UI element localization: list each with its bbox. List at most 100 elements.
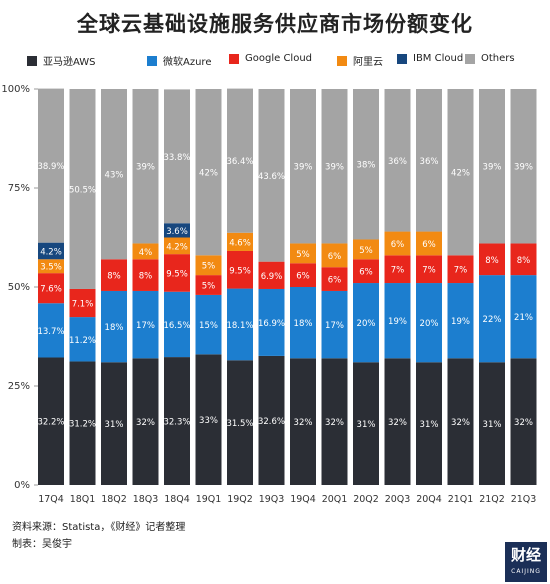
x-tick-label: 19Q2 <box>227 494 253 505</box>
bar-segment <box>321 267 348 291</box>
data-label: 43.6% <box>258 172 285 182</box>
legend-swatch <box>397 53 407 64</box>
bar-segment <box>321 358 348 485</box>
y-tick-label: 25% <box>8 381 30 392</box>
bar-segment <box>132 243 159 260</box>
bar-segment <box>416 255 442 284</box>
data-label: 8% <box>517 256 531 266</box>
bar-segment <box>195 275 222 295</box>
bar-segment <box>258 89 285 262</box>
data-label: 9.5% <box>229 266 251 276</box>
bar-segment <box>384 283 411 359</box>
x-tick-label: 19Q3 <box>259 494 285 505</box>
data-label: 18% <box>294 319 313 329</box>
data-label: 50.5% <box>69 185 96 195</box>
bar-segment <box>353 362 379 485</box>
data-label: 11.2% <box>69 336 96 346</box>
data-label: 32% <box>136 418 155 428</box>
legend-label: 阿里云 <box>353 57 383 68</box>
bar-segment <box>101 89 127 260</box>
legend-swatch <box>147 55 157 66</box>
bar-segment <box>69 288 96 318</box>
data-label: 7% <box>391 266 405 276</box>
y-tick-label: 100% <box>1 84 30 95</box>
bar-segment <box>510 243 537 276</box>
bar-segment <box>164 291 190 358</box>
bar-segment <box>132 89 159 244</box>
data-label: 42% <box>451 169 470 179</box>
data-label: 33.8% <box>163 153 190 163</box>
legend-label: Google Cloud <box>245 53 313 64</box>
data-label: 22% <box>483 315 502 325</box>
x-tick-label: 20Q4 <box>416 494 442 505</box>
data-label: 13.7% <box>37 327 64 337</box>
bar-segment <box>258 261 285 289</box>
data-label: 15% <box>199 321 218 331</box>
bar-segment <box>227 232 253 251</box>
data-label: 32.6% <box>258 417 285 427</box>
data-label: 31.2% <box>69 420 96 430</box>
data-label: 38.9% <box>37 162 64 172</box>
x-tick-label: 17Q4 <box>38 494 64 505</box>
data-label: 33% <box>199 416 218 426</box>
data-label: 36% <box>420 157 439 167</box>
data-label: 6% <box>296 272 310 282</box>
bar-segment <box>384 255 411 284</box>
data-label: 7.1% <box>72 300 94 310</box>
data-label: 31% <box>357 420 376 430</box>
x-tick-label: 20Q1 <box>322 494 348 505</box>
bar-segment <box>321 290 348 359</box>
data-label: 31.5% <box>226 419 253 429</box>
bar-segment <box>227 288 253 361</box>
bar-segment <box>258 288 285 356</box>
bar-segment <box>384 89 411 232</box>
bar-segment <box>384 358 411 485</box>
x-tick-label: 20Q3 <box>385 494 411 505</box>
bar-segment <box>479 243 505 276</box>
legend-label: IBM Cloud <box>413 53 464 64</box>
data-label: 8% <box>107 272 121 282</box>
x-tick-label: 19Q4 <box>290 494 316 505</box>
x-tick-label: 21Q3 <box>511 494 537 505</box>
logo-text: 财经 <box>510 546 541 564</box>
data-label: 39% <box>325 163 344 173</box>
bar-segment <box>384 231 411 256</box>
data-label: 32.3% <box>163 418 190 428</box>
data-label: 5% <box>359 246 373 256</box>
data-label: 8% <box>139 272 153 282</box>
legend-item: Google Cloud <box>229 53 312 64</box>
data-label: 39% <box>483 163 502 173</box>
data-label: 43% <box>105 171 124 181</box>
x-tick-label: 18Q1 <box>70 494 96 505</box>
legend-swatch <box>337 55 347 66</box>
bar-segment <box>416 362 442 485</box>
data-label: 32% <box>325 418 344 428</box>
bar-segment <box>479 362 505 485</box>
data-label: 4.6% <box>229 238 251 248</box>
bar-segment <box>447 255 474 284</box>
x-tick-label: 19Q1 <box>196 494 222 505</box>
legend-swatch <box>27 55 37 66</box>
x-tick-label: 18Q2 <box>101 494 127 505</box>
data-label: 8% <box>485 256 499 266</box>
x-tick-label: 21Q2 <box>479 494 505 505</box>
bar-segment <box>321 89 348 244</box>
data-label: 17% <box>325 321 344 331</box>
data-label: 21% <box>514 313 533 323</box>
bar-segment <box>353 239 379 260</box>
bar-segment <box>69 361 96 485</box>
legend-swatch <box>229 53 239 64</box>
bar-segment <box>227 88 253 233</box>
data-label: 5% <box>202 282 216 292</box>
bar-segment <box>164 223 190 238</box>
y-tick-label: 75% <box>8 183 30 194</box>
data-label: 6% <box>359 268 373 278</box>
data-label: 18% <box>105 323 124 333</box>
data-label: 3.6% <box>166 227 188 237</box>
bar-segment <box>69 89 96 289</box>
bar-segment <box>510 275 537 359</box>
legend-item: 亚马逊AWS <box>27 53 96 68</box>
data-label: 7.6% <box>40 285 62 295</box>
data-label: 18.1% <box>226 321 253 331</box>
data-label: 31% <box>420 420 439 430</box>
